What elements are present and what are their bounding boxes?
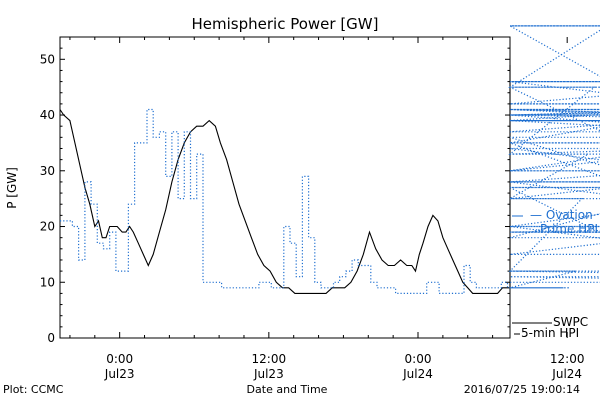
- x-tick-label: 12:00: [550, 352, 585, 366]
- legend-ovation-label: — Ovation: [530, 208, 593, 222]
- series-line-swpc: [59, 64, 511, 294]
- x-tick-label: 0:00: [405, 352, 432, 366]
- footer-left: Plot: CCMC: [3, 383, 64, 396]
- y-tick-label: 30: [40, 164, 55, 178]
- y-axis-label: P [GW]: [5, 167, 19, 209]
- x-axis: 0:00Jul2312:00Jul230:00Jul2412:00Jul240:…: [69, 37, 585, 381]
- y-tick-label: 50: [40, 52, 55, 66]
- y-tick-label: 20: [40, 220, 55, 234]
- chart-title: Hemispheric Power [GW]: [192, 15, 379, 33]
- y-tick-label: 10: [40, 275, 55, 289]
- y-tick-label: 40: [40, 108, 55, 122]
- x-tick-label: 0:00: [106, 352, 133, 366]
- x-tick-date: Jul23: [253, 367, 284, 381]
- legend-ovation-label-2: Prime HPI: [540, 222, 598, 236]
- legend-swpc-label-2: 5-min HPI: [521, 326, 579, 340]
- legend-swpc-label: SWPC: [553, 315, 588, 329]
- footer-timestamp: 2016/07/25 19:00:14: [464, 383, 580, 396]
- y-tick-label: 0: [47, 331, 55, 345]
- series-layer: [59, 25, 600, 294]
- series-line-ovation: [60, 25, 600, 294]
- x-tick-label: 12:00: [252, 352, 287, 366]
- x-tick-date: Jul24: [402, 367, 433, 381]
- x-tick-date: Jul24: [551, 367, 582, 381]
- y-axis: 0 10 20 30 40 50: [40, 47, 510, 345]
- x-tick-date: Jul23: [104, 367, 135, 381]
- x-axis-label: Date and Time: [247, 383, 328, 396]
